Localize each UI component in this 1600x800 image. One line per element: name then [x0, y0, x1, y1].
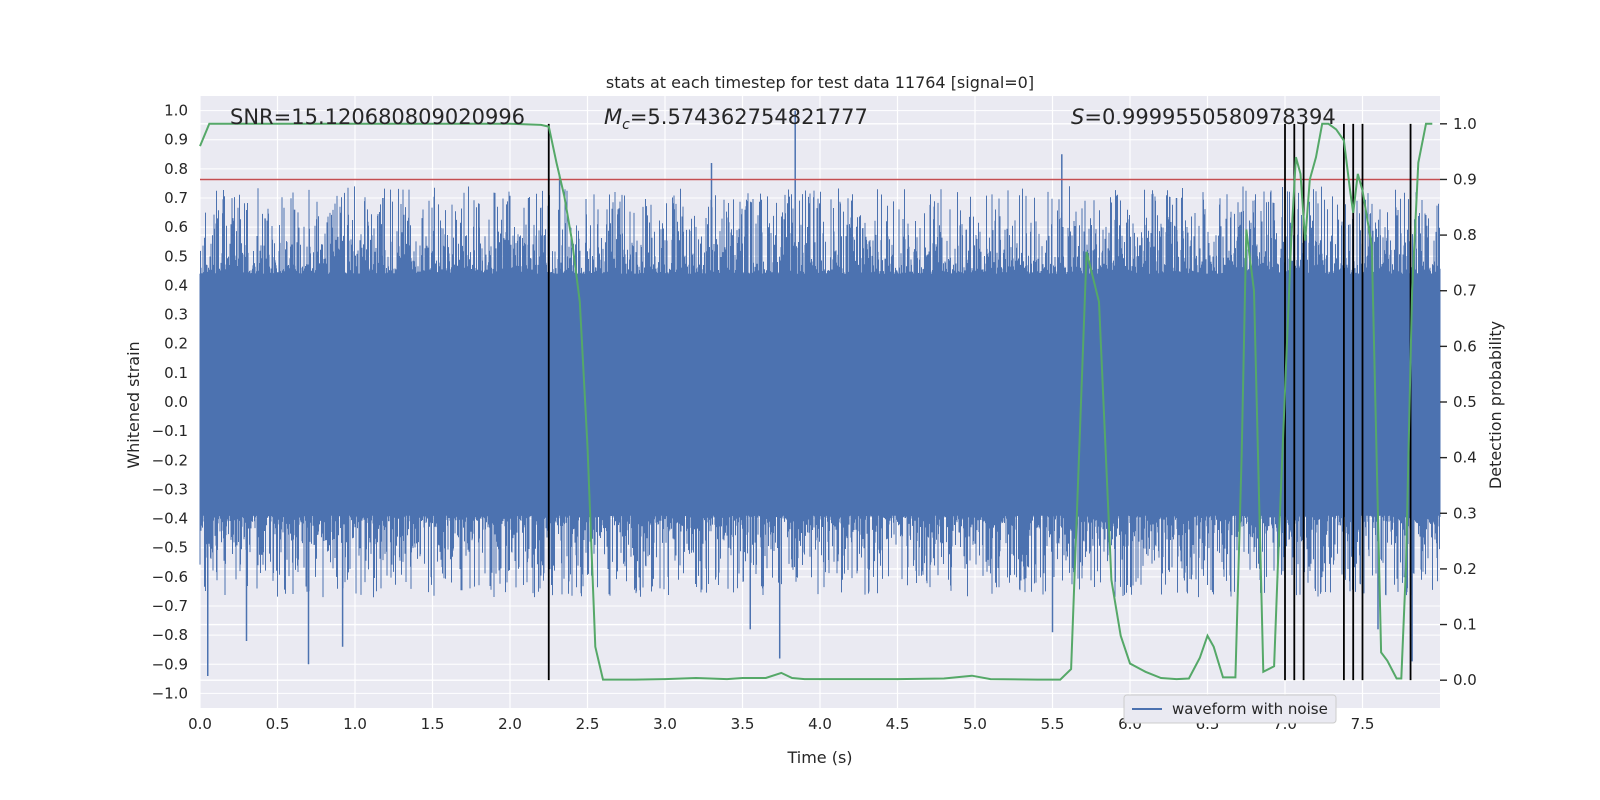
series-detection-probability	[199, 122, 1433, 681]
y-right-tick-label-10: 0.0	[1453, 671, 1477, 689]
y-left-tick-label-4: 0.6	[164, 218, 188, 236]
y-left-tick-label-13: −0.3	[152, 480, 188, 498]
y-left-tick-label-16: −0.6	[152, 568, 188, 586]
y-left-tick-label-0: 1.0	[164, 102, 188, 120]
x-tick-label-0: 0.0	[188, 715, 212, 733]
y-right-tick-label-6: 0.4	[1453, 449, 1477, 467]
y-left-tick-label-12: −0.2	[152, 451, 188, 469]
x-tick-label-7: 3.5	[731, 715, 755, 733]
y-left-tick-label-5: 0.5	[164, 247, 188, 265]
x-tick-label-3: 1.5	[421, 715, 445, 733]
x-tick-label-6: 3.0	[653, 715, 677, 733]
y-axis-left-label: Whitened strain	[124, 341, 143, 468]
x-tick-label-5: 2.5	[576, 715, 600, 733]
y-right-tick-label-0: 1.0	[1453, 115, 1477, 133]
s-value: =0.9999550580978394	[1084, 105, 1335, 129]
y-axis-right-label: Detection probability	[1486, 321, 1505, 489]
detection-vlines	[547, 123, 1412, 681]
y-left-tick-label-1: 0.9	[164, 131, 188, 149]
series-waveform-with-noise	[199, 186, 1441, 598]
x-tick-label-1: 0.5	[266, 715, 290, 733]
y-right-tick-label-1: 0.9	[1453, 170, 1477, 188]
chart-title: stats at each timestep for test data 117…	[606, 73, 1034, 92]
x-tick-label-10: 5.0	[963, 715, 987, 733]
legend: waveform with noise	[1123, 694, 1337, 724]
y-left-tick-label-6: 0.4	[164, 276, 188, 294]
y-left-tick-label-15: −0.5	[152, 539, 188, 557]
x-tick-label-4: 2.0	[498, 715, 522, 733]
mc-symbol: M	[604, 105, 622, 129]
waveform-spikes	[207, 110, 1413, 676]
y-axis-left-ticks: 1.0 0.9 0.8 0.7 0.6 0.5 0.4 0.3 0.2 0.1 0.0 −0.1 −0.…	[152, 102, 188, 703]
x-axis-ticks: 0.0 0.5 1.0 1.5 2.0 2.5 3.0 3.5 4.0 4.5 5.0 5.5 6.0 6…	[188, 715, 1374, 733]
x-tick-label-11: 5.5	[1041, 715, 1065, 733]
x-tick-label-2: 1.0	[343, 715, 367, 733]
y-right-tick-label-4: 0.6	[1453, 337, 1477, 355]
y-left-tick-label-7: 0.3	[164, 306, 188, 324]
y-left-tick-label-10: 0.0	[164, 393, 188, 411]
y-right-tick-label-7: 0.3	[1453, 504, 1477, 522]
y-axis-right-ticks: 1.0 0.9 0.8 0.7 0.6 0.5 0.4 0.3 0.2 0.1 0.0	[1440, 115, 1477, 689]
legend-label: waveform with noise	[1172, 700, 1328, 718]
y-left-tick-label-18: −0.8	[152, 626, 188, 644]
mc-subscript: c	[622, 117, 630, 133]
y-right-tick-label-9: 0.1	[1453, 616, 1477, 634]
mc-value: =5.574362754821777	[630, 105, 868, 129]
y-left-tick-label-20: −1.0	[152, 684, 188, 702]
y-left-tick-label-19: −0.9	[152, 655, 188, 673]
y-right-tick-label-2: 0.8	[1453, 226, 1477, 244]
y-left-tick-label-17: −0.7	[152, 597, 188, 615]
y-left-tick-label-9: 0.1	[164, 364, 188, 382]
y-right-tick-label-5: 0.5	[1453, 393, 1477, 411]
x-tick-label-9: 4.5	[886, 715, 910, 733]
x-axis-label: Time (s)	[786, 748, 852, 767]
s-symbol: S	[1071, 105, 1084, 129]
y-left-tick-label-11: −0.1	[152, 422, 188, 440]
y-left-tick-label-14: −0.4	[152, 510, 188, 528]
x-tick-label-8: 4.0	[808, 715, 832, 733]
snr-annotation: SNR=15.120680809020996	[230, 105, 525, 129]
legend-box	[1123, 694, 1337, 724]
y-left-tick-label-8: 0.2	[164, 335, 188, 353]
x-tick-label-15: 7.5	[1351, 715, 1375, 733]
s-annotation: S=0.9999550580978394	[1071, 105, 1336, 129]
y-left-tick-label-3: 0.7	[164, 189, 188, 207]
mc-annotation: Mc=5.574362754821777	[604, 105, 868, 133]
y-right-tick-label-3: 0.7	[1453, 282, 1477, 300]
y-left-tick-label-2: 0.8	[164, 160, 188, 178]
y-right-tick-label-8: 0.2	[1453, 560, 1477, 578]
